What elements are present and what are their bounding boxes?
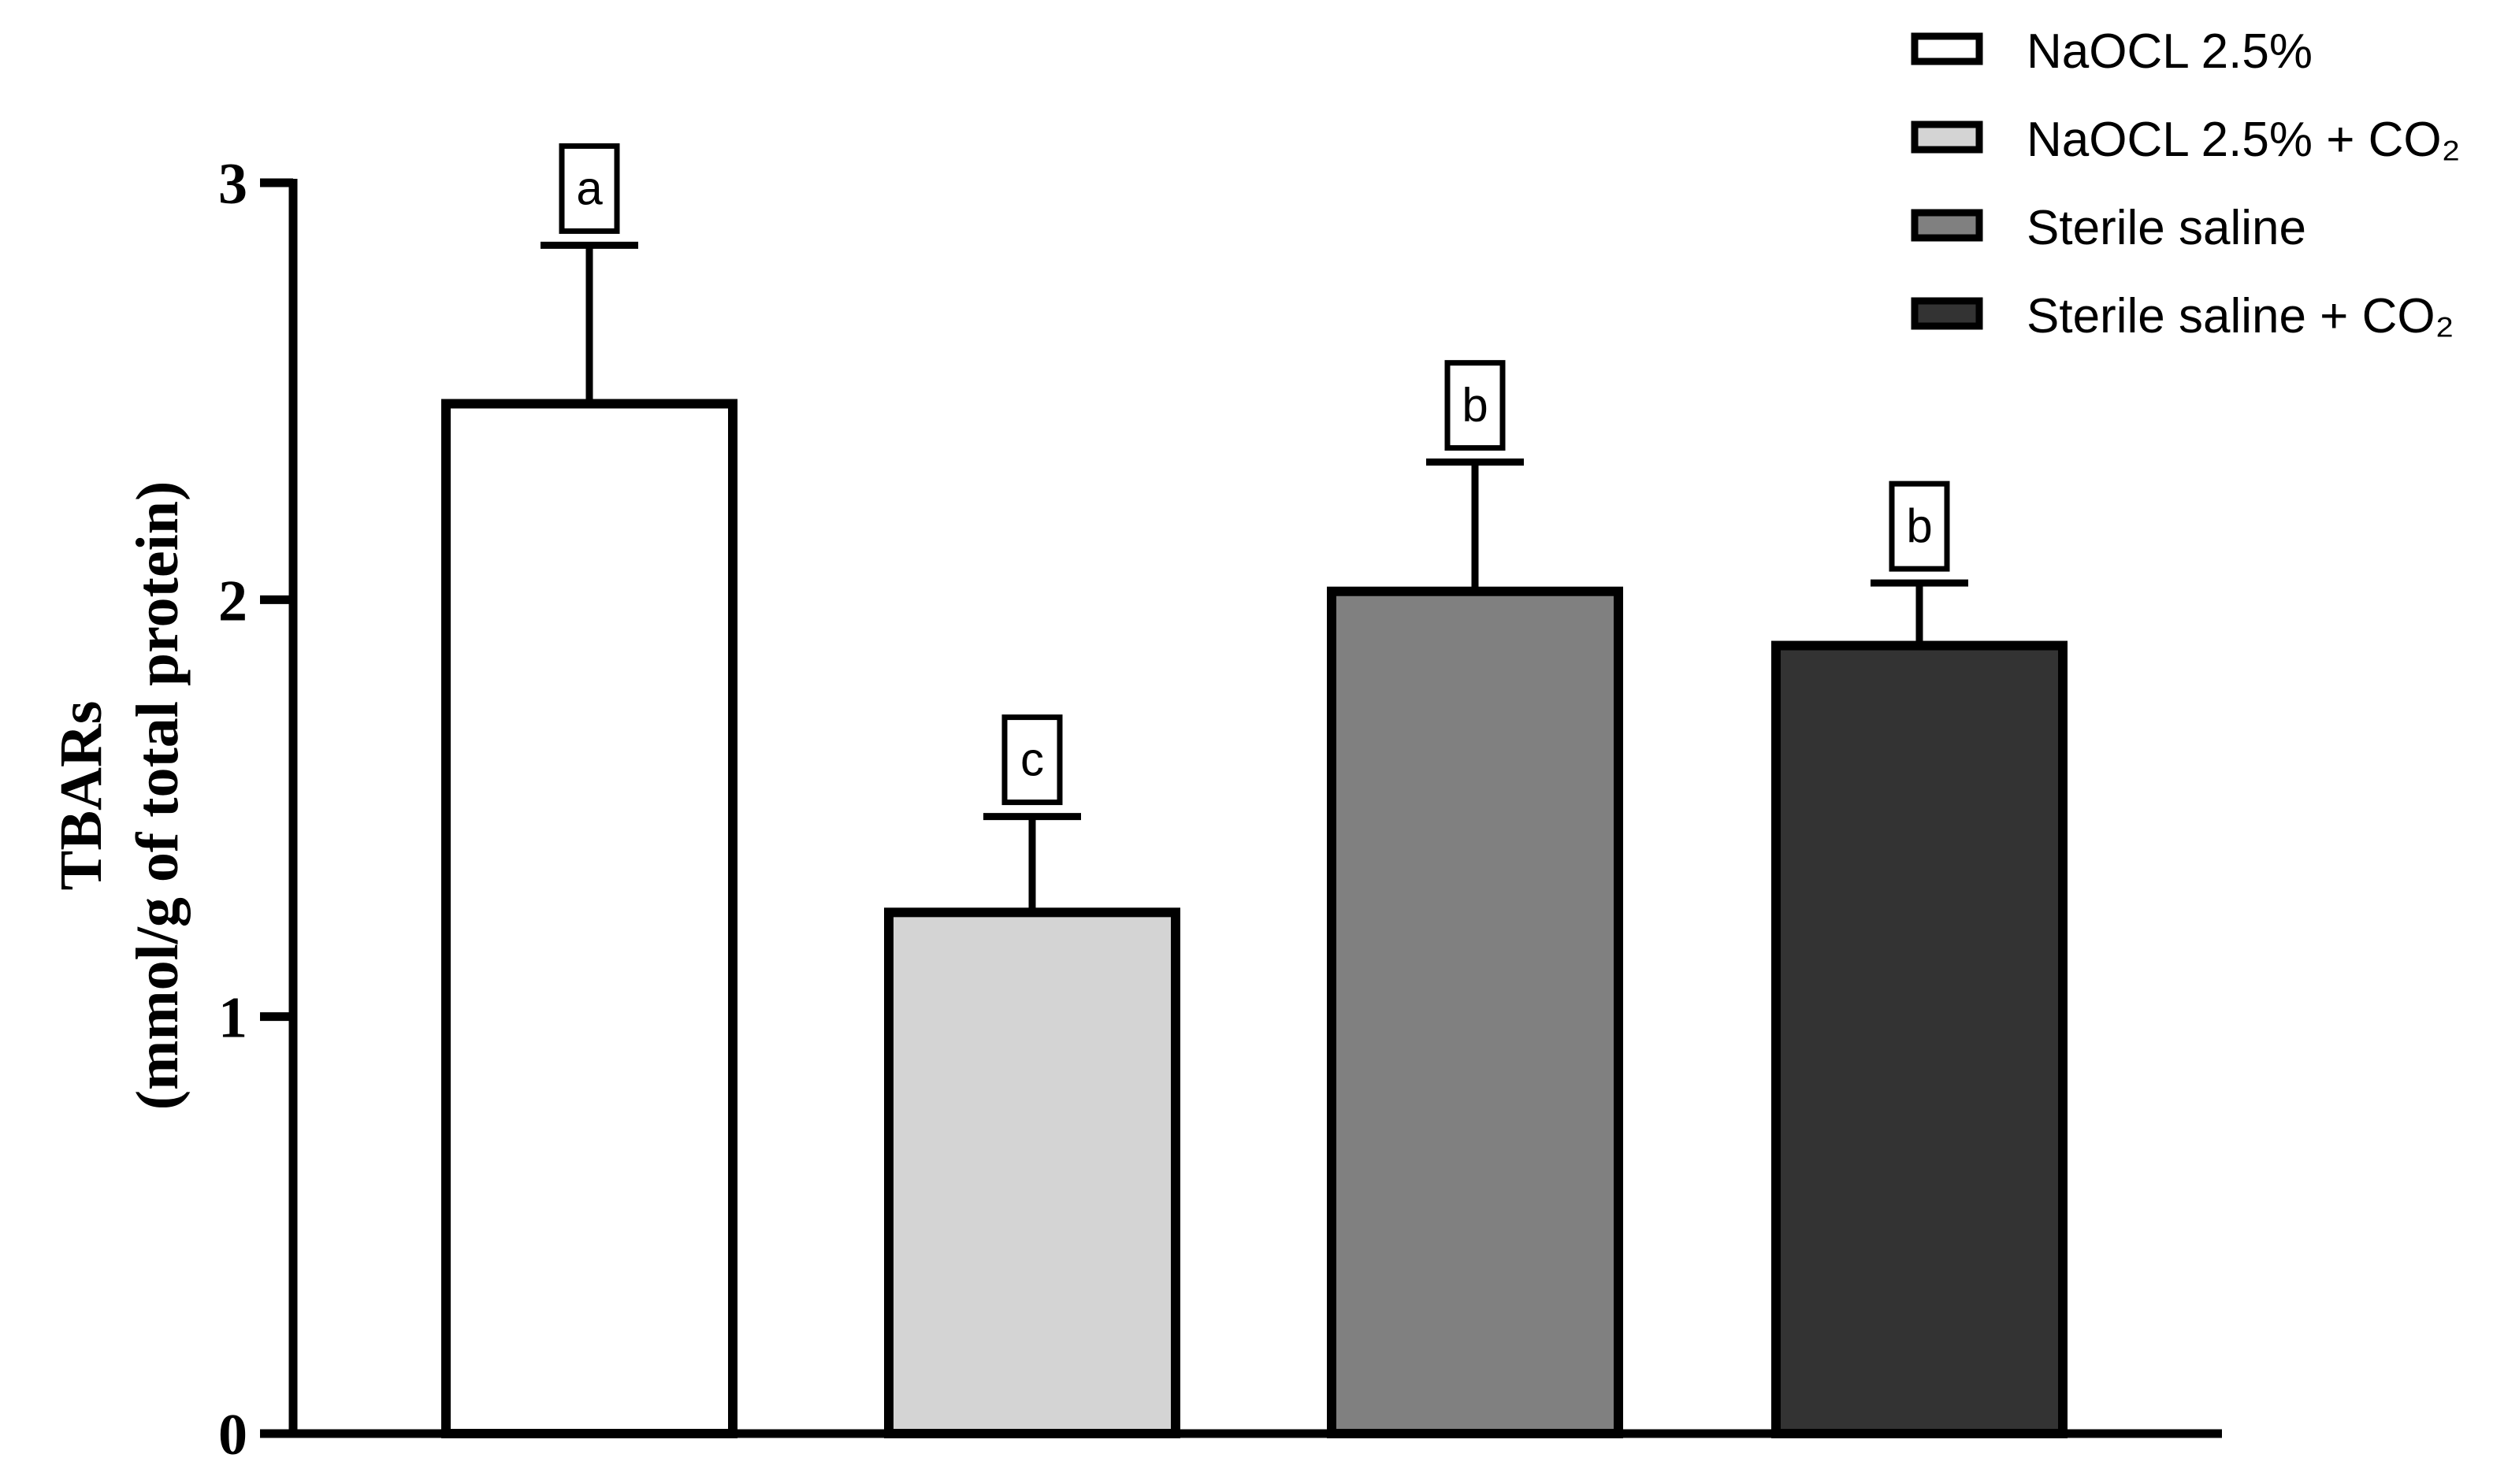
y-axis: 0 1 2 3 [218, 152, 298, 1467]
significance-box [559, 143, 620, 234]
y-axis-title-line1: TBARs [48, 701, 114, 891]
significance-box [1444, 360, 1506, 451]
legend-label: Sterile saline + CO₂ [2027, 289, 2454, 343]
significance-letter: c [1020, 733, 1044, 786]
legend-swatch [1911, 209, 1983, 242]
significance-letter: a [576, 161, 603, 214]
legend: NaOCL 2.5% NaOCL 2.5% + CO₂ Sterile saline… [1911, 24, 2461, 343]
bar [1327, 586, 1623, 1438]
bar [1771, 640, 2068, 1438]
significance-box [1889, 480, 1950, 572]
legend-swatch [1911, 297, 1983, 330]
bar [884, 907, 1180, 1439]
legend-label: Sterile saline [2027, 201, 2306, 255]
significance-box [1001, 714, 1063, 806]
significance-letter: b [1462, 379, 1488, 432]
legend-label: NaOCL 2.5% + CO₂ [2027, 113, 2461, 167]
y-axis-title-line2: (mmol/g of total protein) [124, 481, 191, 1111]
significance-letter: b [1906, 499, 1932, 552]
legend-label: NaOCL 2.5% [2027, 24, 2313, 79]
legend-swatch [1911, 32, 1983, 65]
bars-group: a c b b [441, 143, 2068, 1439]
y-tick-label: 1 [218, 986, 247, 1051]
bar [441, 399, 737, 1439]
y-tick-label: 2 [218, 569, 247, 633]
legend-swatch [1911, 121, 1983, 154]
y-tick-label: 3 [218, 152, 247, 217]
y-tick-label: 0 [218, 1403, 247, 1467]
